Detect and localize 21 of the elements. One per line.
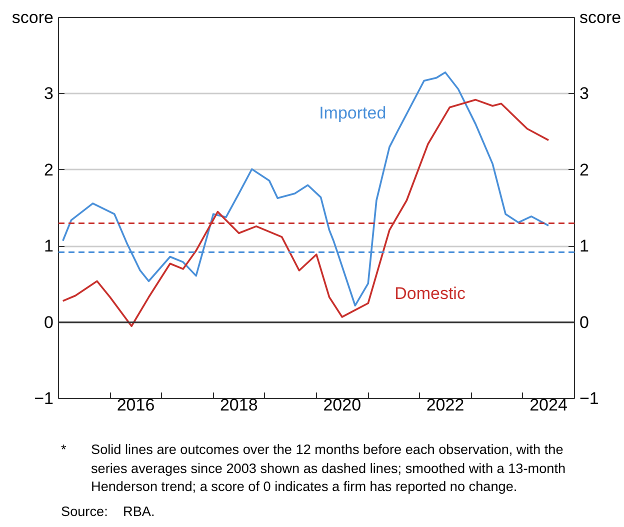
y2-tick-label: 1 bbox=[580, 236, 589, 256]
x-tick-label: 2022 bbox=[426, 396, 464, 414]
y-tick-label: −1 bbox=[34, 389, 54, 408]
x-tick-label: 2020 bbox=[323, 396, 362, 414]
y2-axis-title: score bbox=[580, 8, 622, 27]
y2-tick-label: −1 bbox=[580, 389, 599, 408]
y2-tick-label: 2 bbox=[580, 160, 589, 180]
y-tick-label: 3 bbox=[44, 84, 54, 104]
y-axis-title: score bbox=[12, 8, 54, 27]
series-label: Imported bbox=[319, 103, 386, 122]
source-note: Source: RBA. bbox=[61, 502, 156, 520]
y-tick-label: 0 bbox=[44, 312, 54, 332]
x-tick-label: 2016 bbox=[116, 396, 155, 414]
y2-tick-label: 0 bbox=[580, 312, 589, 332]
x-tick-label: 2024 bbox=[530, 396, 568, 414]
x-tick-label: 2018 bbox=[220, 396, 258, 414]
y-tick-label: 2 bbox=[44, 160, 54, 180]
y2-tick-label: 3 bbox=[580, 84, 589, 104]
series-label: Domestic bbox=[394, 284, 466, 304]
text: * Solid lines are outcomes over the 12 months before each observation, with the series averages since 2003 shown as dashed lines; smoothed with a 13-month Henderson trend; a score of 0 indicates a firm has reported no change. bbox=[61, 442, 566, 494]
y-tick-label: 1 bbox=[44, 236, 54, 256]
